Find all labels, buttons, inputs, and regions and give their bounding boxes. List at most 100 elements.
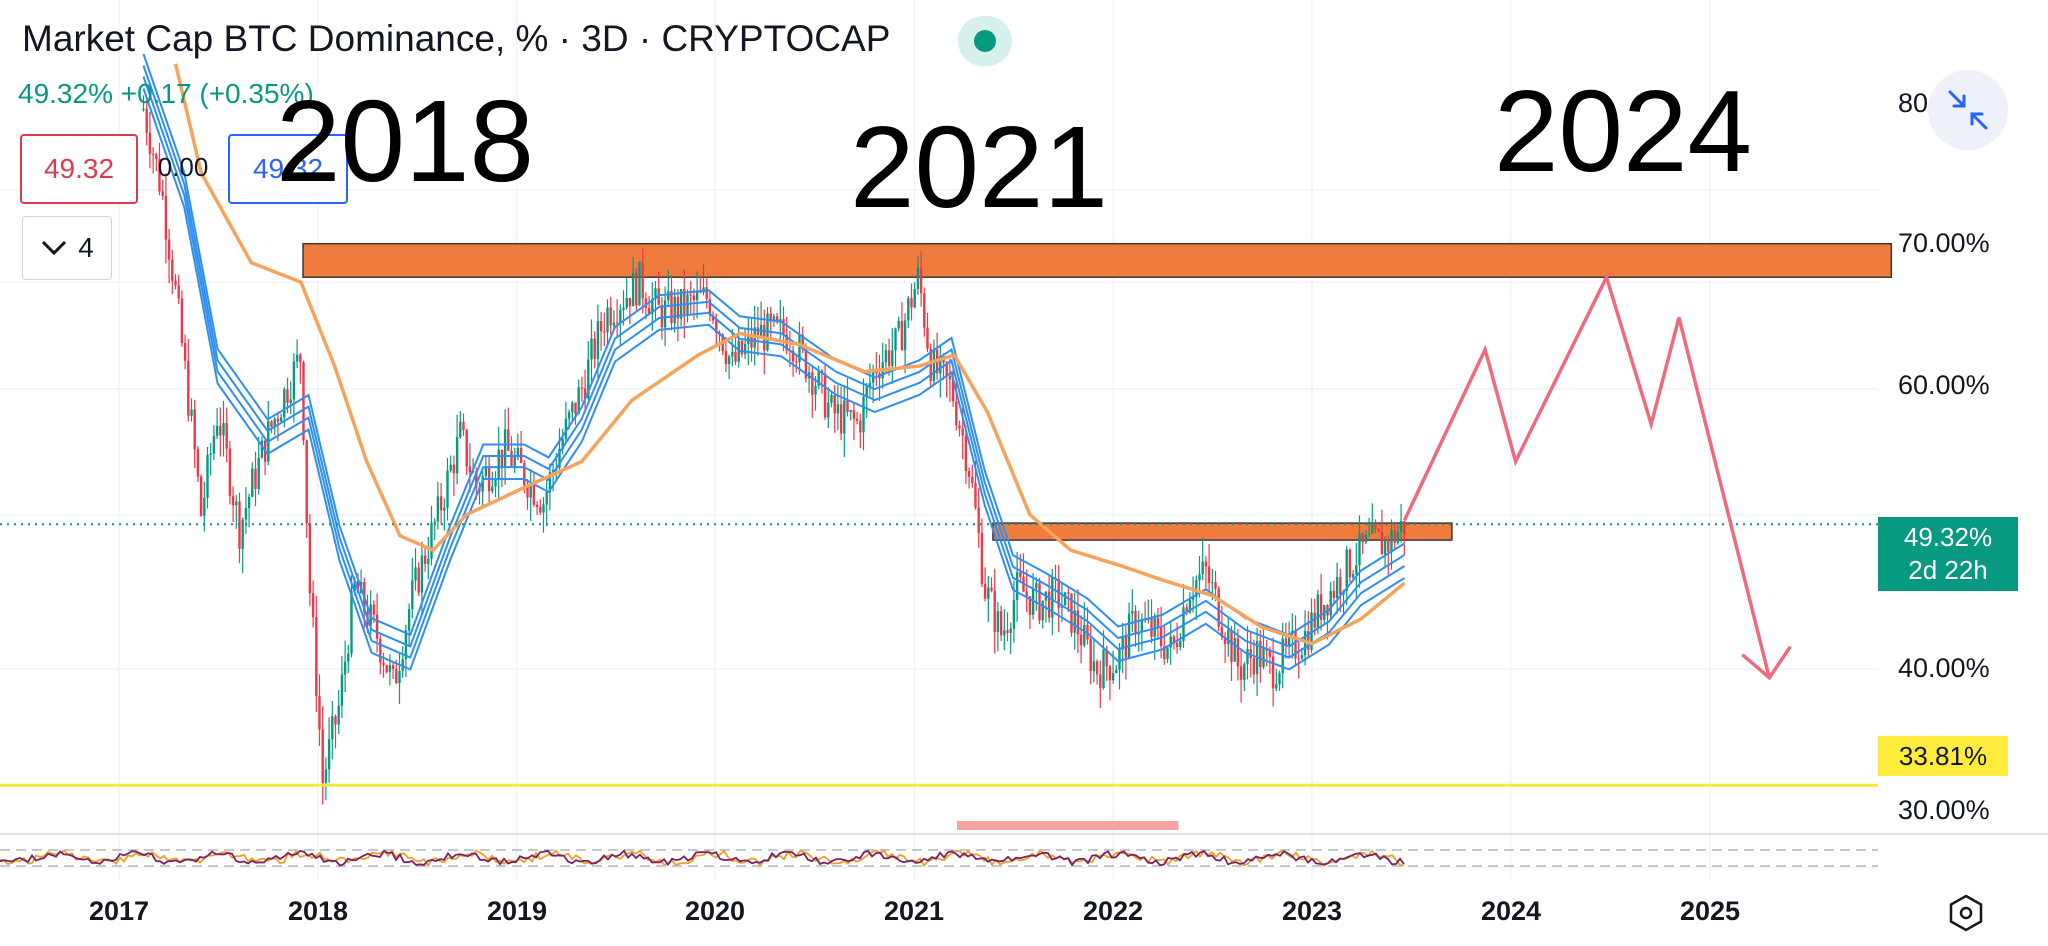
candle-body — [254, 468, 257, 489]
candle-body — [715, 320, 718, 333]
candle-body — [990, 587, 993, 591]
candle-body — [539, 506, 542, 513]
candle-body — [913, 288, 916, 308]
candle-body — [436, 496, 440, 522]
candle-body — [1163, 646, 1166, 660]
candle-body — [353, 580, 356, 591]
candle-body — [350, 590, 353, 654]
candle-body — [583, 388, 587, 399]
candle-body — [775, 316, 779, 322]
candle-body — [251, 468, 254, 497]
candle-body — [593, 338, 596, 359]
candle-body — [791, 350, 795, 362]
candle-body — [993, 590, 996, 633]
candle-body — [535, 504, 539, 507]
candle-body — [465, 429, 468, 467]
candle-body — [1390, 530, 1393, 552]
resistance-zones — [302, 242, 1893, 541]
candle-body — [782, 319, 785, 335]
candle-body — [1358, 533, 1361, 566]
candle-body — [529, 481, 532, 498]
candle-body — [257, 457, 260, 489]
candle-body — [619, 310, 622, 324]
candle-body — [1396, 531, 1400, 544]
candle-body — [1092, 661, 1096, 672]
candle-body — [1179, 641, 1182, 647]
candle-body — [407, 609, 411, 631]
candle-body — [1367, 533, 1371, 535]
candle-body — [1111, 673, 1115, 681]
candle-body — [891, 350, 894, 366]
candle-body — [1083, 624, 1086, 646]
candle-body — [779, 319, 782, 322]
candle-body — [260, 440, 264, 458]
candle-body — [897, 321, 900, 329]
candle-body — [286, 389, 289, 403]
candle-body — [1211, 582, 1214, 584]
candle-body — [900, 321, 904, 351]
candle-body — [987, 587, 990, 599]
collapse-button[interactable] — [1928, 70, 2008, 150]
ema-orange-line — [173, 63, 1406, 646]
candle-body — [865, 386, 868, 397]
candle-body — [887, 350, 891, 366]
candle-body — [919, 267, 923, 294]
candle-body — [983, 583, 987, 599]
candle-body — [980, 532, 984, 584]
annotation-year-2024: 2024 — [1494, 66, 1753, 196]
candle-body — [1297, 658, 1300, 660]
candle-body — [164, 195, 168, 240]
candle-body — [833, 395, 836, 414]
candle-body — [1364, 534, 1368, 543]
candle-body — [567, 412, 571, 419]
candle-body — [727, 356, 731, 365]
candle-body — [695, 291, 699, 301]
candle-body — [1076, 610, 1080, 635]
candle-body — [958, 425, 961, 429]
candle-body — [295, 354, 299, 362]
candle-body — [145, 108, 148, 133]
candle-body — [564, 418, 568, 439]
projection-arrowhead — [1741, 645, 1792, 681]
settings-hexagon-icon[interactable] — [1946, 893, 1986, 933]
candle-body — [391, 665, 395, 670]
sell-price-button[interactable]: 49.32 — [20, 134, 138, 204]
candle-body — [708, 299, 712, 316]
indicators-toggle-button[interactable]: 4 — [22, 216, 112, 280]
candle-body — [964, 435, 968, 471]
candle-body — [430, 522, 433, 559]
candle-body — [1399, 521, 1403, 532]
candle-body — [462, 421, 465, 430]
candle-body — [270, 421, 273, 427]
candle-body — [318, 695, 321, 730]
candle-body — [199, 476, 203, 516]
candle-body — [1028, 596, 1032, 615]
oscillator-pane — [0, 821, 1878, 868]
candle-body — [1268, 650, 1272, 657]
candle-body — [836, 404, 840, 414]
indicators-count: 4 — [78, 232, 94, 263]
candle-body — [1339, 577, 1342, 595]
candle-body — [484, 467, 488, 477]
candle-body — [222, 422, 225, 436]
live-status-icon[interactable] — [958, 16, 1012, 66]
candle-body — [500, 449, 504, 467]
candle-body — [971, 476, 974, 484]
y-tick-label: 30.00% — [1898, 795, 1990, 825]
candle-body — [1140, 619, 1144, 632]
candle-body — [1003, 630, 1006, 636]
candle-body — [635, 272, 638, 306]
candle-body — [558, 448, 561, 468]
ema-ribbon-line — [142, 53, 1406, 637]
live-dot — [974, 30, 996, 52]
candle-body — [417, 567, 420, 593]
candle-body — [532, 481, 536, 505]
candle-body — [1041, 600, 1044, 621]
resistance-zone — [302, 242, 1893, 278]
candle-body — [276, 418, 280, 422]
candle-body — [1249, 649, 1252, 658]
candle-body — [615, 322, 619, 324]
candle-body — [839, 404, 843, 434]
buy-price-button[interactable]: 49.32 — [228, 134, 348, 204]
